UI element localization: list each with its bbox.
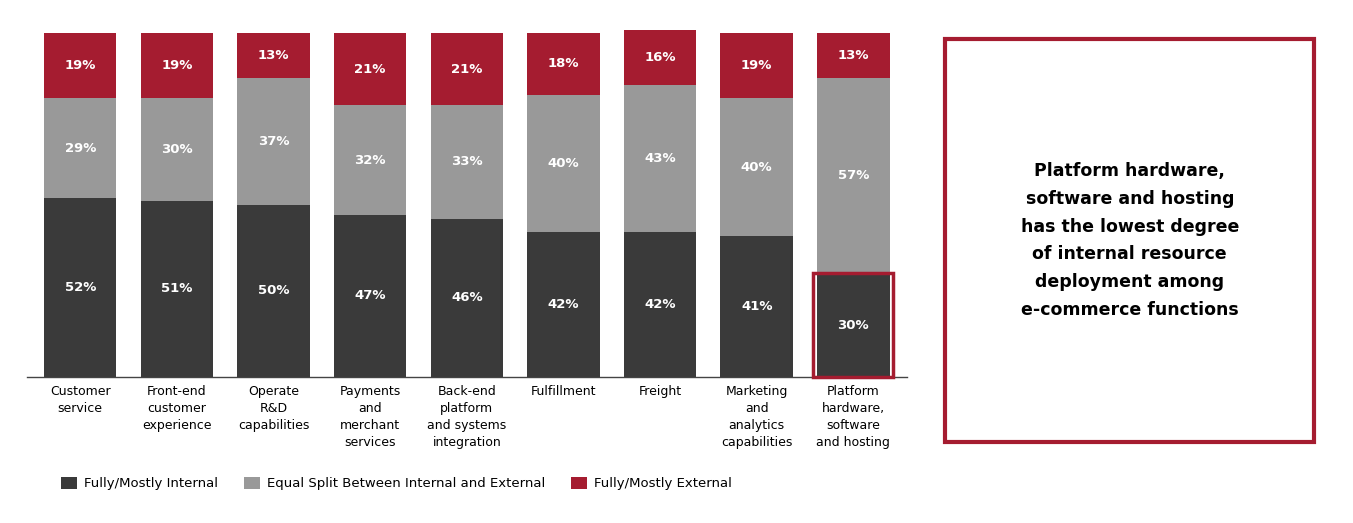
- Text: 21%: 21%: [354, 63, 386, 76]
- FancyBboxPatch shape: [946, 39, 1314, 442]
- Text: 42%: 42%: [548, 298, 579, 311]
- Bar: [141, 98, 214, 201]
- Bar: [141, 33, 214, 98]
- Text: 30%: 30%: [161, 143, 192, 156]
- Text: 43%: 43%: [644, 152, 676, 165]
- Text: 41%: 41%: [741, 300, 773, 313]
- Bar: [720, 98, 793, 236]
- Bar: [430, 219, 503, 377]
- Text: 29%: 29%: [65, 142, 96, 155]
- Text: 33%: 33%: [451, 155, 483, 168]
- Bar: [817, 78, 890, 274]
- Bar: [141, 201, 214, 377]
- Bar: [528, 33, 599, 95]
- Text: 47%: 47%: [354, 289, 386, 302]
- Text: 40%: 40%: [548, 157, 579, 170]
- Text: 57%: 57%: [838, 169, 869, 182]
- Bar: [817, 274, 890, 377]
- Bar: [624, 232, 697, 377]
- Bar: [817, 33, 890, 78]
- Legend: Fully/Mostly Internal, Equal Split Between Internal and External, Fully/Mostly E: Fully/Mostly Internal, Equal Split Betwe…: [55, 472, 737, 496]
- Text: 50%: 50%: [258, 284, 290, 297]
- Text: 13%: 13%: [838, 49, 869, 62]
- Bar: [334, 33, 406, 105]
- Bar: [528, 95, 599, 232]
- Bar: [334, 105, 406, 215]
- Bar: [813, 274, 893, 377]
- Bar: [720, 236, 793, 377]
- Text: 18%: 18%: [548, 58, 579, 71]
- Text: Platform hardware,
software and hosting
has the lowest degree
of internal resour: Platform hardware, software and hosting …: [1020, 162, 1239, 319]
- Text: 13%: 13%: [258, 49, 290, 62]
- Text: 32%: 32%: [354, 154, 386, 167]
- Bar: [624, 30, 697, 85]
- Bar: [43, 33, 116, 98]
- Bar: [334, 215, 406, 377]
- Text: 40%: 40%: [741, 161, 773, 174]
- Bar: [237, 33, 310, 78]
- Text: 30%: 30%: [838, 319, 869, 332]
- Bar: [43, 98, 116, 198]
- Text: 19%: 19%: [741, 59, 773, 72]
- Bar: [43, 198, 116, 377]
- Text: 19%: 19%: [161, 59, 192, 72]
- Text: 19%: 19%: [65, 59, 96, 72]
- Bar: [430, 105, 503, 219]
- Text: 46%: 46%: [451, 291, 483, 304]
- Text: 21%: 21%: [451, 63, 483, 76]
- Bar: [430, 33, 503, 105]
- Text: 16%: 16%: [644, 51, 675, 64]
- Bar: [720, 33, 793, 98]
- Bar: [528, 232, 599, 377]
- Bar: [237, 78, 310, 205]
- Bar: [624, 85, 697, 232]
- Text: 51%: 51%: [161, 282, 192, 295]
- Text: 42%: 42%: [644, 298, 675, 311]
- Text: 52%: 52%: [65, 281, 96, 294]
- Bar: [237, 205, 310, 377]
- Text: 37%: 37%: [258, 135, 290, 147]
